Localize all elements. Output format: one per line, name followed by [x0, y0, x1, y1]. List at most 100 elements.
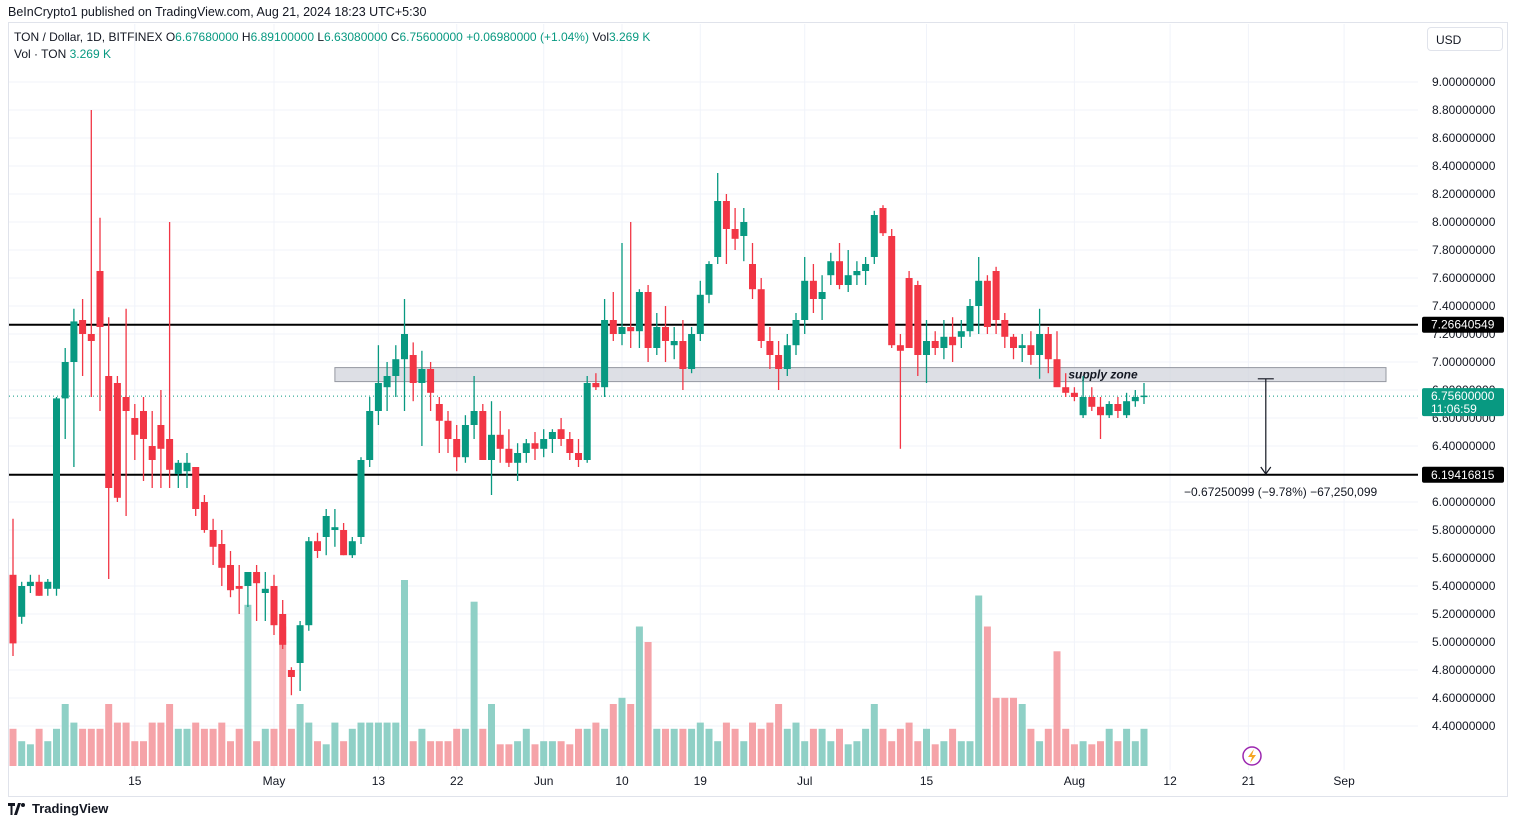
candle-body: [314, 541, 321, 551]
candle-body: [731, 229, 739, 239]
candle-body: [183, 462, 191, 472]
current-price-tag: 6.75600000: [1431, 389, 1495, 403]
candle-body: [801, 280, 809, 320]
candle-body: [627, 327, 635, 332]
volume-legend: Vol · TON 3.269 K: [14, 47, 111, 61]
level-low-tag: 6.19416815: [1431, 468, 1495, 482]
candle-body: [575, 453, 582, 460]
volume-bar: [253, 741, 261, 766]
vol-value: 3.269 K: [609, 30, 651, 44]
current-price-tag-countdown: 11:06:59: [1431, 402, 1477, 416]
volume-bar: [983, 626, 991, 766]
volume-bar: [70, 722, 78, 766]
candle-body: [1131, 397, 1139, 402]
candle-body: [653, 327, 661, 348]
candle-body: [209, 530, 217, 547]
volume-bar: [1044, 728, 1052, 766]
supply-zone-label: supply zone: [1068, 368, 1138, 382]
candle-body: [1010, 336, 1017, 348]
volume-bar: [792, 722, 800, 766]
volume-bar: [340, 741, 348, 766]
volume-bar: [1027, 728, 1035, 766]
volume-bar: [227, 741, 234, 766]
candle-body: [140, 411, 147, 439]
candle-body: [435, 404, 443, 421]
x-tick-label: Jun: [534, 774, 553, 788]
volume-bar: [435, 741, 443, 766]
candle-body: [105, 376, 113, 488]
candle-body: [1123, 401, 1131, 416]
volume-bar: [957, 741, 965, 766]
volume-bar: [853, 741, 861, 766]
candle-body: [905, 278, 913, 348]
candle-body: [609, 320, 617, 334]
candle-body: [548, 432, 556, 439]
candle-body: [618, 327, 626, 334]
candle-body: [983, 280, 991, 327]
candle-body: [505, 448, 513, 463]
volume-bar: [766, 722, 774, 766]
volume-bar: [192, 722, 200, 766]
volume-bar: [609, 704, 617, 766]
symbol-title[interactable]: TON / Dollar, 1D, BITFINEX: [14, 30, 163, 44]
volume-bar: [1010, 697, 1017, 766]
candle-body: [688, 334, 696, 369]
y-tick-label: 5.80000000: [1432, 523, 1496, 537]
low-value: 6.63080000: [324, 30, 388, 44]
candle-body: [635, 292, 643, 332]
candle-body: [870, 215, 878, 257]
volume-bar: [505, 744, 513, 766]
y-tick-label: 8.20000000: [1432, 187, 1496, 201]
candle-body: [1070, 392, 1078, 397]
candle-body: [453, 439, 461, 458]
volume-indicator-label[interactable]: Vol · TON: [14, 47, 67, 61]
y-tick-label: 7.60000000: [1432, 271, 1496, 285]
candle-body: [949, 336, 957, 346]
candle-body: [418, 369, 426, 383]
level-high-tag: 7.26640549: [1431, 318, 1495, 332]
candle-body: [427, 369, 435, 393]
candle-body: [931, 341, 939, 348]
volume-bar: [592, 722, 600, 766]
candle-body: [1001, 320, 1009, 337]
measure-arrow: [1260, 466, 1272, 476]
volume-bar: [757, 728, 765, 766]
candle-body: [235, 586, 243, 589]
candle-body: [670, 341, 678, 346]
volume-bar: [409, 741, 417, 766]
candle-body: [966, 306, 974, 332]
candle-body: [496, 434, 504, 449]
candle-body: [809, 280, 817, 299]
candle-body: [592, 383, 600, 388]
candle-body: [696, 294, 704, 334]
volume-bar: [218, 722, 226, 766]
vol-label: Vol: [592, 30, 609, 44]
volume-bar: [401, 580, 408, 766]
candle-body: [200, 502, 208, 530]
candle-body: [662, 327, 669, 341]
volume-bar: [479, 728, 487, 766]
candle-body: [253, 572, 261, 584]
candle-body: [9, 574, 17, 644]
volume-bar: [314, 741, 321, 766]
y-tick-label: 4.60000000: [1432, 691, 1496, 705]
high-label: H: [241, 30, 251, 44]
candle-body: [644, 292, 652, 348]
volume-bar: [1079, 741, 1087, 766]
candle-body: [975, 280, 983, 306]
candle-body: [174, 462, 182, 474]
volume-bar: [818, 728, 826, 766]
candle-body: [783, 345, 791, 369]
candle-body: [366, 411, 374, 460]
volume-bar: [131, 741, 139, 766]
volume-bar: [992, 697, 1000, 766]
candle-body: [479, 411, 487, 460]
volume-bar: [79, 728, 87, 766]
footer-brand: TradingView: [32, 801, 109, 816]
currency-selector[interactable]: USD: [1427, 27, 1503, 51]
candle-body: [374, 383, 382, 411]
volume-bar: [383, 722, 391, 766]
volume-bar: [1036, 741, 1044, 766]
candle-body: [888, 236, 896, 346]
candle-body: [757, 289, 765, 341]
